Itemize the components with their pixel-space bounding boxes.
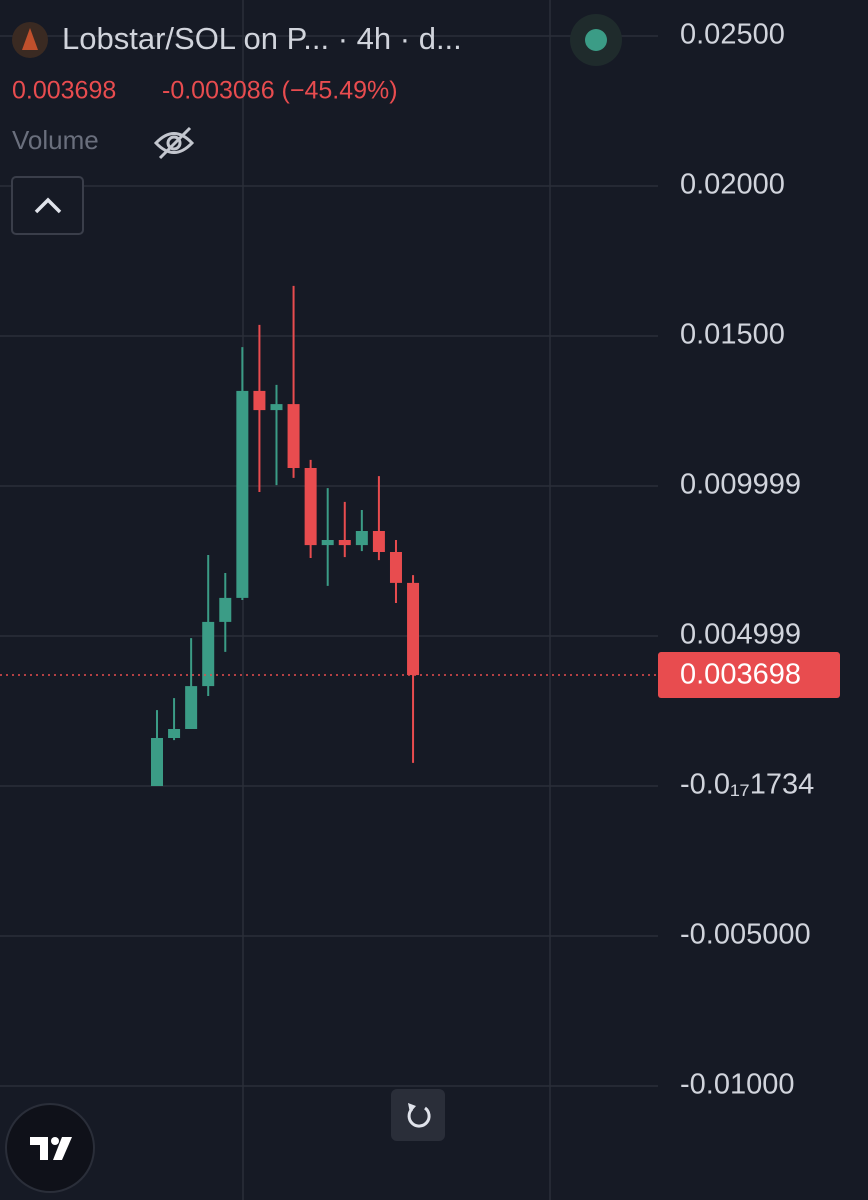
candle-body — [219, 597, 232, 622]
chevron-up-icon — [34, 197, 62, 214]
y-tick-label: -0.0₁₇1734 — [680, 769, 814, 801]
candle-body — [287, 404, 300, 468]
last-price-tag-label: 0.003698 — [680, 659, 801, 691]
y-tick-label: -0.01000 — [680, 1069, 795, 1101]
collapse-button[interactable] — [11, 176, 84, 235]
tradingview-logo-mark — [30, 1137, 72, 1160]
y-tick-label: 0.004999 — [680, 619, 801, 651]
candle-body — [407, 582, 420, 676]
last-price-tag — [658, 652, 840, 699]
candle-body — [151, 738, 163, 786]
candle-body — [253, 390, 266, 411]
candle-body — [372, 531, 385, 552]
candle-body — [202, 621, 215, 687]
last-price: 0.003698 — [12, 77, 116, 105]
candle-body — [304, 468, 317, 546]
candle-body — [389, 552, 402, 583]
candle-body — [355, 531, 368, 546]
y-tick-label: 0.02500 — [680, 19, 785, 51]
chart-title[interactable]: Lobstar/SOL on P... · 4h · d... — [62, 21, 462, 56]
y-tick-label: -0.005000 — [680, 919, 811, 951]
reset-button[interactable] — [391, 1089, 445, 1141]
tradingview-logo[interactable] — [5, 1103, 95, 1193]
y-tick-label: 0.009999 — [680, 469, 801, 501]
candle-body — [338, 540, 351, 546]
candle-body — [321, 540, 334, 546]
candle-body — [270, 404, 283, 411]
grid — [0, 35, 658, 1087]
hide-volume-icon[interactable] — [153, 126, 195, 160]
volume-label: Volume — [12, 125, 99, 155]
symbol-logo-art — [22, 28, 38, 50]
status-dot — [585, 29, 607, 51]
y-tick-label: 0.01500 — [680, 319, 785, 351]
reset-icon — [407, 1106, 431, 1128]
candle-body — [185, 686, 198, 729]
candle-body — [168, 729, 181, 738]
y-tick-label: 0.02000 — [680, 169, 785, 201]
price-change: -0.003086 (−45.49%) — [162, 77, 398, 105]
candles — [151, 285, 420, 786]
reset-icon-arrow — [408, 1103, 416, 1113]
candle-body — [236, 390, 249, 598]
